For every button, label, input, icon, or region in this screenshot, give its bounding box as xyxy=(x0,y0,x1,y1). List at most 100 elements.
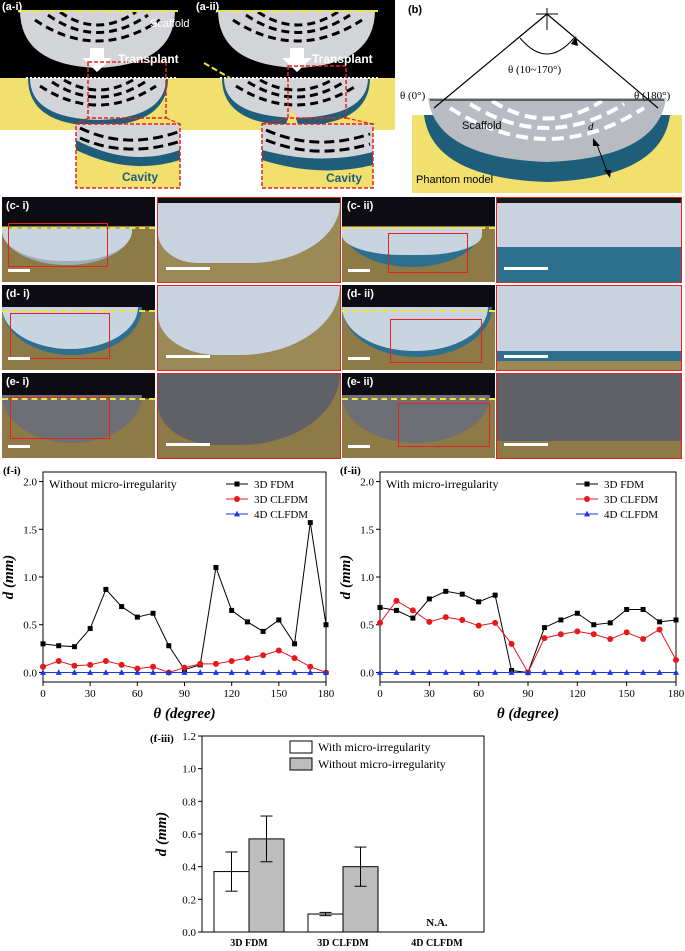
fii-point-1-2 xyxy=(409,607,416,614)
fii-point-0-7 xyxy=(492,592,498,598)
fii-legend-marker-2 xyxy=(584,510,590,517)
fi-point-0-5 xyxy=(119,604,125,610)
fi-legend-label-1: 3D CLFDM xyxy=(254,494,308,506)
roi-d-i xyxy=(10,313,110,359)
fii-xtick-label-5: 150 xyxy=(618,688,635,700)
chart-f-i: (f-i) 0 30 60 90 120 150 180 0.0 0.5 1.0 1.5 2.0 θ (d… xyxy=(1,465,335,722)
fii-point-1-7 xyxy=(492,619,499,626)
fi-point-2-10 xyxy=(197,669,204,675)
photo-label-d-i: (d- i) xyxy=(6,288,30,300)
fi-point-1-16 xyxy=(291,655,298,662)
fi-point-2-17 xyxy=(307,669,314,675)
scale-bar-e-ii-zoom xyxy=(504,443,548,446)
fiii-ytick-label-4: 0.8 xyxy=(182,796,196,808)
fi-ytick-label-3: 1.5 xyxy=(23,524,37,536)
fii-point-2-11 xyxy=(557,669,564,675)
fii-legend-label-0: 3D FDM xyxy=(604,479,644,491)
fi-point-2-13 xyxy=(244,669,251,675)
fi-point-2-11 xyxy=(212,669,219,675)
fii-point-1-16 xyxy=(640,636,647,643)
roi-e-i xyxy=(10,397,110,439)
fi-point-2-5 xyxy=(118,669,125,675)
fii-point-0-3 xyxy=(426,596,432,602)
fii-point-0-12 xyxy=(574,610,580,616)
scale-bar-c-i-zoom xyxy=(166,267,210,270)
d-label-b: d xyxy=(588,121,594,133)
photo-label-e-ii: (e- ii) xyxy=(347,376,374,388)
fii-point-0-4 xyxy=(443,588,449,594)
photo-c-i-zoom xyxy=(158,197,340,282)
fi-point-1-4 xyxy=(102,658,109,664)
fii-point-2-3 xyxy=(426,669,433,675)
fi-point-0-12 xyxy=(229,607,235,613)
fi-xtick-label-6: 180 xyxy=(318,688,335,700)
fi-point-2-1 xyxy=(55,669,62,675)
fi-point-0-4 xyxy=(103,586,109,592)
fii-point-2-18 xyxy=(673,669,679,675)
fii-point-2-17 xyxy=(656,669,663,675)
photo-e-i-main xyxy=(2,373,155,458)
fiii-ytick-label-2: 0.4 xyxy=(182,862,196,874)
fii-point-2-2 xyxy=(409,669,416,675)
theta-180-label: θ (180°) xyxy=(634,90,671,102)
fi-point-1-7 xyxy=(150,663,157,670)
panel-b: (b) θ (10~170°) θ (0°) θ (180°) Scaffold… xyxy=(400,0,685,196)
photo-c-i-main xyxy=(2,197,155,282)
fii-point-2-14 xyxy=(607,669,614,675)
fi-point-2-0 xyxy=(40,669,46,675)
fiii-panel-label: (f-iii) xyxy=(150,733,174,745)
fi-point-1-17 xyxy=(307,663,314,670)
phantom-label: Phantom model xyxy=(416,174,494,186)
fi-ytick-label-1: 0.5 xyxy=(23,620,37,632)
fiii-ytick-label-3: 0.6 xyxy=(182,829,196,841)
fii-point-2-13 xyxy=(590,669,597,675)
zoom-frame-d-i xyxy=(157,285,341,371)
transplant-label-ii: Transplant xyxy=(312,52,373,66)
interface-line-d-i xyxy=(2,310,155,312)
fi-point-0-6 xyxy=(134,614,140,620)
panel-a-i-label: (a-i) xyxy=(2,1,23,13)
fi-point-2-16 xyxy=(291,669,298,675)
transplant-label-i: Transplant xyxy=(118,52,179,66)
fii-panel-label: (f-ii) xyxy=(340,465,361,477)
fiii-legend-swatch-1 xyxy=(289,757,313,771)
scale-bar-c-i xyxy=(8,269,30,272)
fii-point-0-2 xyxy=(410,615,416,621)
scale-bar-e-i-zoom xyxy=(166,443,210,446)
fiii-bar-0-0 xyxy=(213,871,250,933)
fiii-ylabel: d (mm) xyxy=(154,812,170,857)
fiii-legend-swatch-0 xyxy=(289,740,313,754)
interface-line-d-ii xyxy=(342,310,495,312)
fiii-legend-label-1: Without micro-irregularity xyxy=(318,757,446,771)
fii-xtick-label-4: 120 xyxy=(569,688,586,700)
fi-point-1-14 xyxy=(260,652,267,659)
fi-panel-label: (f-i) xyxy=(3,465,21,477)
roi-e-ii xyxy=(398,403,490,447)
cavity-label-ii: Cavity xyxy=(326,171,363,185)
fi-point-0-17 xyxy=(307,520,313,526)
panel-a-illustration xyxy=(0,0,395,189)
fi-point-2-3 xyxy=(87,669,94,675)
fii-point-1-6 xyxy=(475,622,482,629)
zoom-frame-c-i xyxy=(157,197,341,283)
fii-point-2-6 xyxy=(475,669,482,675)
zoom-frame-e-i xyxy=(157,373,341,459)
interface-line-c-i xyxy=(2,227,155,229)
photo-label-d-ii: (d- ii) xyxy=(347,288,374,300)
scale-bar-c-ii xyxy=(348,269,370,272)
fi-point-2-8 xyxy=(165,669,172,675)
fi-point-1-5 xyxy=(118,661,125,668)
fii-xtick-label-6: 180 xyxy=(668,688,685,700)
fi-point-2-7 xyxy=(150,669,157,675)
fiii-legend-label-0: With micro-irregularity xyxy=(318,740,430,754)
cavity-label-i: Cavity xyxy=(122,170,159,184)
fi-point-1-2 xyxy=(71,662,78,669)
interface-line-c-ii xyxy=(342,227,495,229)
fi-point-0-8 xyxy=(166,643,172,649)
fiii-bar-0-1 xyxy=(307,913,344,933)
fii-ytick-label-0: 0.0 xyxy=(360,667,374,679)
fii-legend-marker-0 xyxy=(584,481,590,487)
fii-point-1-13 xyxy=(590,631,597,638)
fii-point-0-5 xyxy=(459,591,465,597)
fii-ytick-label-2: 1.0 xyxy=(360,572,374,584)
